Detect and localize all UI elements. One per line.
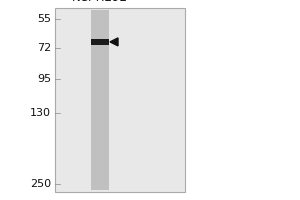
Text: 72: 72	[37, 43, 51, 53]
Text: 95: 95	[37, 74, 51, 84]
Bar	[91, 39, 109, 45]
Polygon shape	[110, 38, 118, 46]
Text: 55: 55	[37, 14, 51, 24]
Bar	[91, 10, 109, 190]
Text: 250: 250	[30, 179, 51, 189]
Text: NCI-H292: NCI-H292	[72, 0, 128, 4]
Bar	[55, 8, 185, 192]
Text: 130: 130	[30, 108, 51, 118]
